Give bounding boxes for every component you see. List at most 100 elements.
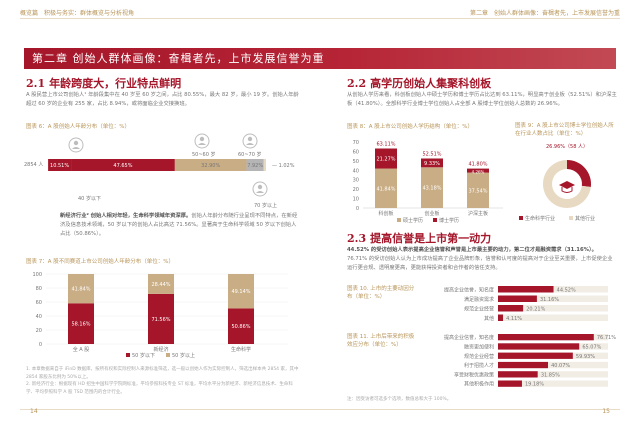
data-label: 47.65% [113,163,132,169]
data-label: 41.84% [71,287,90,293]
data-label: 20.21% [526,306,545,312]
figure-8-caption: 图表 8：A 股上市公司创始人学历结构（单位：%） [347,124,473,130]
legend-swatch [166,353,170,357]
bar-masters [375,168,397,208]
x-category-label: 全 A 股 [73,346,90,353]
data-label: 49.14% [231,289,250,295]
bar-track [553,286,608,293]
data-label: 58.16% [71,322,90,328]
x-category-label: 新经济 [153,346,168,353]
person-icon [252,181,268,197]
section-2-2-paragraph: 从创始人学历来看，科创板创始人中硕士学历和博士学历占比达到 63.11%，明显高… [347,92,617,107]
section-2-1-paragraph-2: 新经济行业² 创始人相对年轻，生命科学领域年资深厚。创始人年龄分布随行业呈现不同… [60,212,300,239]
bar-category-label: 其他积极作用 [464,381,494,388]
bar-doctors [421,158,443,168]
data-label: 44.52% [557,287,576,293]
section-number: 2.2 [347,77,367,90]
y-tick-label: 40 [353,168,359,174]
bar-track [593,334,608,341]
bar-doctors [375,148,397,169]
figure-11-chart: 提高企业信誉，知名度 76.71% 融资更加便利 65.07% 规范企业经营 59.93%… [444,334,616,388]
bar-category-label: 提高企业信誉，知名度 [444,334,494,341]
page-number-right: 15 [602,408,610,415]
bar-track [523,305,608,312]
y-tick-label: 20 [36,328,42,334]
donut-slice [567,160,591,187]
bar-above-50 [228,274,254,309]
header-right: 第二章 创始人群体画像：奋楫者先，上市发展信誉为重 [469,10,620,17]
bar-segment [246,159,264,171]
legend-label: 50 岁以上 [172,352,195,358]
bar-below-50 [228,308,254,344]
bar-category-label: 享受财税优惠政策 [454,371,494,378]
bar-track [579,343,608,350]
figure-10-caption: 图表 10. 上市的主要动因分布（单位：%） [347,286,415,300]
person-icon [194,133,210,149]
paragraph-bold-lead: 新经济行业² 创始人相对年轻，生命科学领域年资深厚。 [60,213,192,219]
page-header: 概览篇 积极与务实：群体概览与分析视角 第二章 创始人群体画像：奋楫者先，上市发… [0,0,640,34]
data-label: 31.16% [540,297,559,303]
donut-slice [543,160,591,208]
figure-6-caption: 图表 6：A 股创始人年龄分布（单位：%） [26,124,130,130]
total-label: 63.11% [376,141,395,147]
category-label: 2854 人 [24,162,43,168]
header-divider [20,18,620,19]
data-label: 7.92% [247,163,263,169]
survey-note: 注：因受访者可选多个选项，数值总和大于 100%。 [347,397,452,402]
bar [498,380,522,387]
y-tick-label: 60 [36,300,42,306]
footer-divider [20,409,620,410]
section-title: 提高信誉是上市第一动力 [370,232,492,245]
data-label: 31.85% [541,372,560,378]
section-2-1-paragraph: A 股民营上市公司创始人¹ 年龄段集中在 40 岁至 60 岁之间，占比 80.… [26,92,299,107]
y-tick-label: 50 [353,159,359,165]
data-label: 19.18% [525,382,544,388]
data-label: 4.11% [506,316,522,322]
legend-swatch [519,216,523,220]
x-category-label: 生命科学 [231,346,251,353]
data-label: — 1.02% [272,163,295,169]
legend-label: 硕士学历 [403,217,423,224]
data-label: 37.54% [468,188,487,194]
section-2-1-heading: 2.1 年龄跨度大，行业特点鲜明 [26,75,181,91]
bar-track [548,361,608,369]
data-label: 10.51% [50,163,69,169]
data-label: 71.56% [151,317,170,323]
section-number: 2.1 [26,77,46,90]
y-tick-label: 0 [39,342,42,348]
data-label: 4.26% [472,170,485,175]
paragraph-body: 创始人年龄分布随行业呈现不同特点，在新经济及信息技术领域，50 岁以下的创始人占… [60,213,298,237]
bar-segment [71,159,175,171]
x-category-label: 沪深主板 [468,210,488,217]
figure-10-chart: 提高企业信誉，知名度 44.52% 满足融资需求 31.16% 规范企业经营 20.21%… [444,286,608,322]
footnote-1: 1. 本章数据来自于 iFinD 数据库，按所有权和实际控制人来源标准筛选，选一… [26,367,299,380]
y-tick-label: 100 [32,272,42,278]
data-label: 41.84% [376,186,395,192]
legend-label: 生命科学行业 [525,215,555,222]
y-tick-label: 80 [36,286,42,292]
bar-segment [263,159,266,171]
section-title: 高学历创始人集聚科创板 [370,77,492,90]
bar [498,305,524,312]
bar-segment [174,159,247,171]
legend-swatch [433,218,437,222]
bar-category-label: 规范企业经营 [464,353,494,360]
legend-swatch [569,216,573,220]
total-label: 52.51% [422,151,441,157]
y-tick-label: 10 [353,197,359,203]
age-label-40: 40 岁以下 [78,195,101,202]
bar [498,286,554,293]
y-tick-label: 20 [353,187,359,193]
bar-masters [421,167,443,208]
data-label: 76.71% [597,335,616,341]
section-2-3-paragraph: 44.52% 的受访创始人表示提高企业信誉和声誉是上市最主要的动力，第二位才是融… [347,246,617,273]
bar-category-label: 利于招揽人才 [464,362,494,369]
bar-doctors [467,168,489,173]
figure-9-caption: 图表 9：A 股上市公司博士学位创始人所在行业人数占比（单位：%） [515,123,614,137]
bar-masters [467,172,489,208]
bar [498,314,504,321]
bar-above-50 [68,274,94,304]
bar-category-label: 满足融资需求 [464,296,494,303]
chapter-title-banner: 第二章 创始人群体画像：奋楫者先，上市发展信誉为重 [24,48,616,69]
bar-track [521,380,608,387]
